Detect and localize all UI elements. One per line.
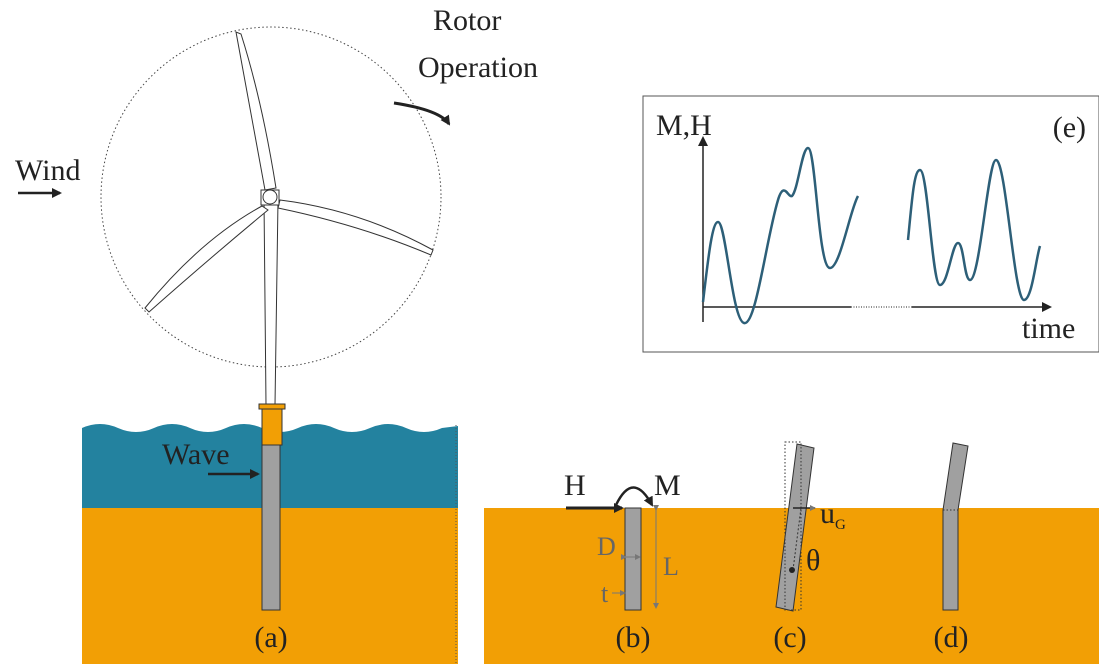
rotor-label: Operation <box>418 51 538 84</box>
wave-label: Wave <box>162 438 230 471</box>
panel-e: M,H (e) time <box>643 96 1099 352</box>
blade <box>278 200 433 255</box>
wind-label: Wind <box>15 154 80 187</box>
u-label: u <box>820 497 835 530</box>
panel-label: (b) <box>616 621 651 654</box>
theta-label: θ <box>806 544 820 577</box>
hub <box>263 190 277 204</box>
panel-label: (c) <box>773 621 806 654</box>
panel-label: (d) <box>934 621 969 654</box>
tower <box>264 200 278 405</box>
blade <box>236 32 276 190</box>
y-label: M,H <box>656 109 712 142</box>
subscript: G <box>835 517 846 533</box>
m-arrow <box>616 488 652 506</box>
diagram: Rotor Operation Wind Wave (a) H M D L t … <box>0 0 1099 664</box>
pile <box>625 508 641 610</box>
l-label: L <box>663 552 679 581</box>
h-label: H <box>564 469 586 502</box>
blade <box>145 206 268 312</box>
t-label: t <box>601 579 609 608</box>
rotor-label: Rotor <box>433 4 501 37</box>
panel-label: (e) <box>1053 111 1086 144</box>
transition-piece <box>262 409 282 445</box>
pile <box>262 445 280 610</box>
d-label: D <box>597 532 616 561</box>
m-label: M <box>654 469 681 502</box>
rotation-arrow <box>394 103 449 124</box>
rotation-center <box>789 567 795 573</box>
x-label: time <box>1022 312 1075 345</box>
panel-label: (a) <box>254 621 287 654</box>
panel-a: Rotor Operation Wind Wave (a) <box>15 4 538 664</box>
platform <box>259 404 285 409</box>
